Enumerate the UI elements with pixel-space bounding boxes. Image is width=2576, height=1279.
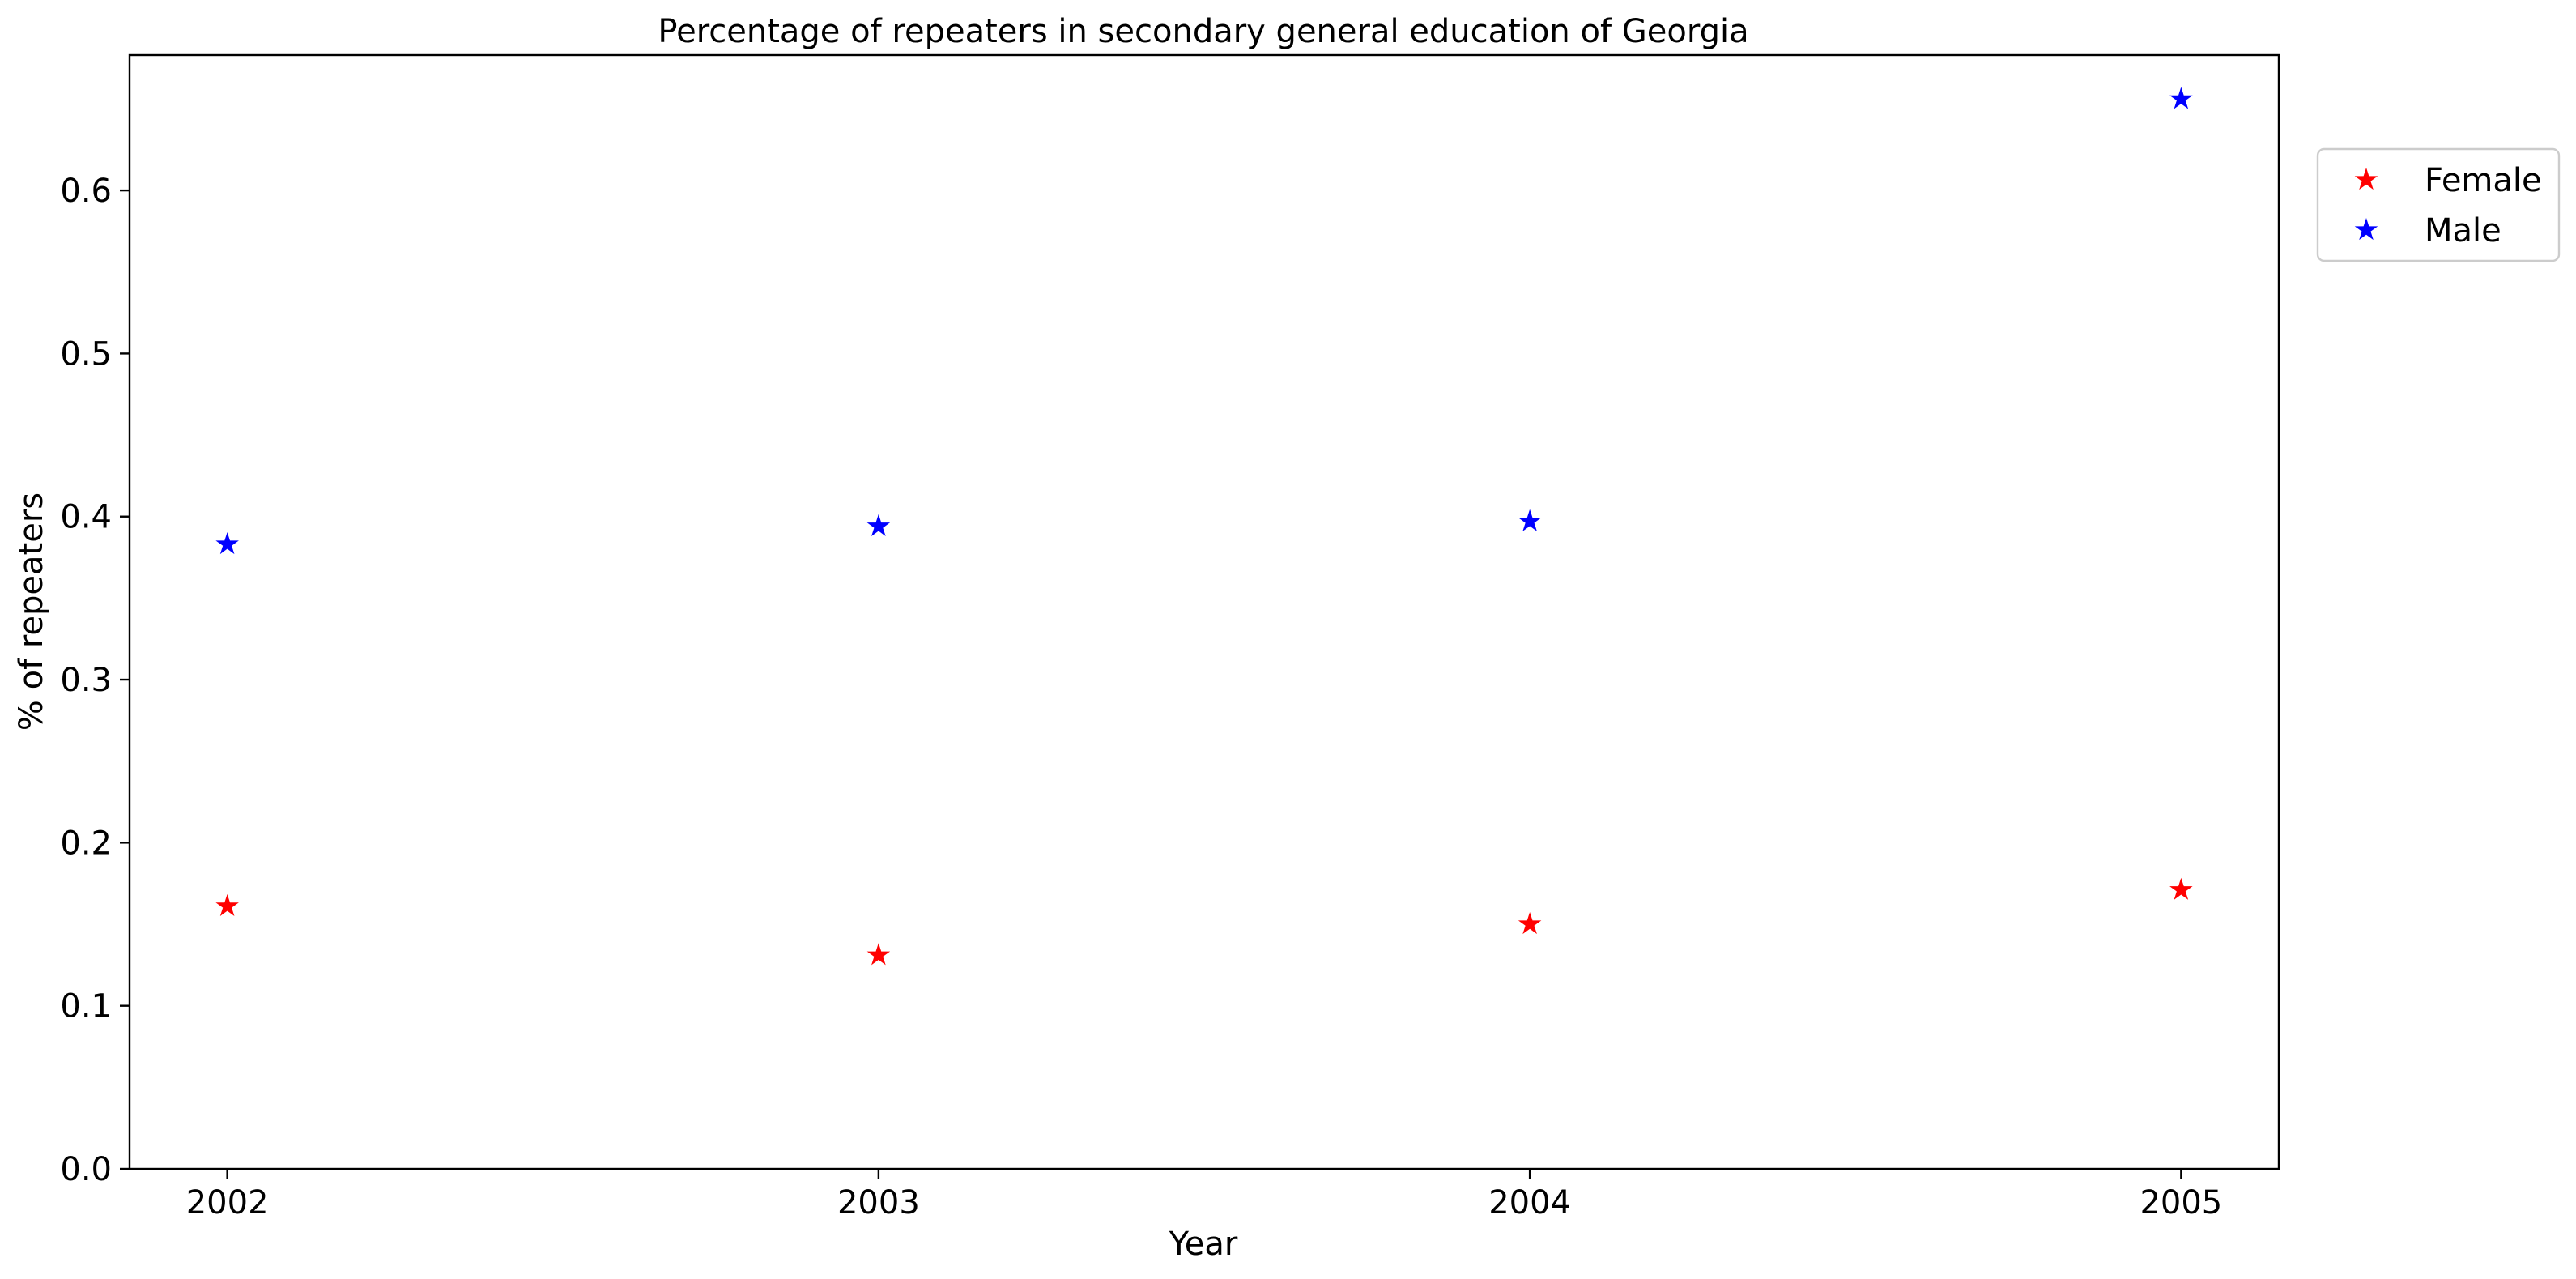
male-point-2005 xyxy=(2169,87,2193,109)
legend-box xyxy=(2316,147,2561,262)
chart-title: Percentage of repeaters in secondary gen… xyxy=(658,13,1748,50)
x-axis-label: Year xyxy=(1169,1226,1238,1263)
y-axis-ticks: 0.0 0.1 0.2 0.3 0.4 0.5 0.6 xyxy=(60,173,130,1188)
x-tick-label: 2002 xyxy=(186,1184,269,1221)
y-axis-label: % of repeaters xyxy=(13,492,50,731)
x-tick-label: 2003 xyxy=(837,1184,920,1221)
legend-marker-female xyxy=(2354,168,2378,190)
male-point-2004 xyxy=(1518,509,1542,531)
legend-marker-male xyxy=(2354,218,2378,241)
female-point-2004 xyxy=(1518,912,1542,935)
y-tick-label: 0.0 xyxy=(60,1151,112,1188)
y-tick-label: 0.3 xyxy=(60,662,112,699)
plot-area xyxy=(128,53,2280,1170)
data-points xyxy=(215,87,2193,966)
female-point-2003 xyxy=(866,943,891,966)
x-tick-label: 2005 xyxy=(2140,1184,2222,1221)
legend-label-male: Male xyxy=(2425,212,2501,249)
legend-label-female: Female xyxy=(2425,162,2542,199)
male-point-2002 xyxy=(215,531,239,555)
y-tick-label: 0.6 xyxy=(60,173,112,210)
legend: Female Male xyxy=(2316,147,2561,262)
male-point-2003 xyxy=(866,514,891,536)
y-tick-label: 0.5 xyxy=(60,335,112,373)
x-axis-ticks: 2002 2003 2004 2005 xyxy=(186,1169,2222,1221)
x-tick-label: 2004 xyxy=(1488,1184,1571,1221)
y-tick-label: 0.2 xyxy=(60,825,112,862)
female-point-2002 xyxy=(215,893,239,917)
y-tick-label: 0.1 xyxy=(60,988,112,1025)
female-point-2005 xyxy=(2169,877,2193,900)
y-tick-label: 0.4 xyxy=(60,499,112,536)
